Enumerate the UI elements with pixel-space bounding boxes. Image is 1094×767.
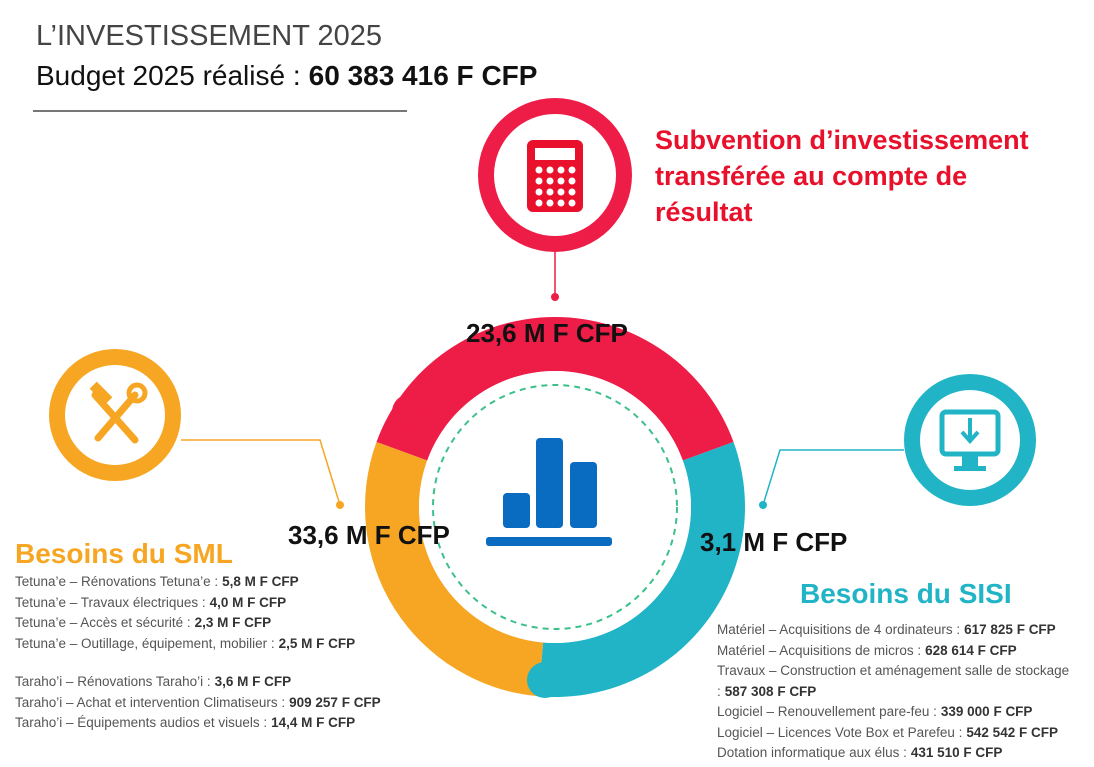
item-label: Matériel – Acquisitions de 4 ordinateurs…: [717, 622, 961, 637]
connector-right: [762, 449, 904, 506]
item-amount: 339 000 F CFP: [940, 704, 1033, 719]
calculator-key: [557, 199, 565, 207]
item-amount: 431 510 F CFP: [910, 745, 1003, 760]
list-item: Tetuna’e – Rénovations Tetuna’e :5,8 M F…: [15, 572, 381, 593]
calculator-key: [535, 188, 543, 196]
calculator-key: [546, 188, 554, 196]
calculator-key: [546, 199, 554, 207]
item-amount: 909 257 F CFP: [289, 694, 381, 710]
list-item: Travaux – Construction et aménagement sa…: [717, 661, 1094, 702]
item-amount: 617 825 F CFP: [964, 622, 1056, 637]
list-item: Dotation informatique aux élus :431 510 …: [717, 743, 1094, 764]
calculator-key: [546, 177, 554, 185]
ring-red: [376, 316, 734, 461]
icon-bar: [503, 493, 530, 528]
list-item: Taraho’i – Équipements audios et visuels…: [15, 713, 381, 734]
item-label: Travaux – Construction et aménagement sa…: [717, 663, 1070, 699]
knob-red: [682, 414, 718, 450]
group-gap: [15, 654, 381, 672]
calculator-key: [535, 177, 543, 185]
title: L’INVESTISSEMENT 2025: [36, 20, 383, 52]
knob-red: [392, 394, 428, 430]
calculator-key: [568, 166, 576, 174]
list-item: Logiciel – Licences Vote Box et Parefeu …: [717, 723, 1094, 744]
calculator-key: [535, 166, 543, 174]
item-label: Tetuna’e – Accès et sécurité :: [15, 615, 191, 630]
dashed-ring: [432, 384, 678, 630]
calculator-key: [557, 177, 565, 185]
connector-dot: [759, 501, 767, 509]
list-item: Matériel – Acquisitions de 4 ordinateurs…: [717, 620, 1094, 641]
calculator-key: [535, 199, 543, 207]
item-label: Tetuna’e – Outillage, équipement, mobili…: [15, 635, 275, 651]
top-title-line: transférée au compte de: [655, 161, 968, 191]
total: 60 383 416 F CFP: [308, 60, 538, 91]
calculator-key: [568, 177, 576, 185]
calculator-key: [557, 188, 565, 196]
list-item: Taraho’i – Rénovations Taraho’i :3,6 M F…: [15, 672, 381, 693]
connector-left: [181, 439, 341, 506]
item-label: Taraho’i – Rénovations Taraho’i :: [15, 674, 211, 689]
item-label: Dotation informatique aux élus :: [717, 745, 907, 760]
ring-teal: [538, 442, 746, 697]
monitor-stand: [962, 456, 978, 466]
monitor-foot: [954, 466, 986, 471]
top-title: Subvention d’investissement transférée au…: [655, 122, 1029, 230]
tool-wrench: [94, 391, 139, 442]
item-amount: 587 308 F CFP: [724, 683, 817, 699]
subtitle: Budget 2025 réalisé :60 383 416 F CFP: [36, 60, 537, 92]
left-title: Besoins du SML: [15, 538, 233, 569]
item-amount: 3,6 M F CFP: [214, 674, 292, 689]
monitor: [939, 409, 1001, 457]
download-arrow: [960, 418, 980, 445]
tool-head: [89, 381, 113, 405]
left-amount: 33,6 M F CFP: [288, 520, 450, 550]
list-item: Matériel – Acquisitions de micros :628 6…: [717, 641, 1094, 662]
item-amount: 2,5 M F CFP: [278, 635, 356, 651]
left-list: Tetuna’e – Rénovations Tetuna’e :5,8 M F…: [15, 572, 381, 734]
item-amount: 542 542 F CFP: [966, 724, 1058, 740]
item-label: Taraho’i – Équipements audios et visuels…: [15, 715, 268, 730]
connector-dot: [336, 501, 344, 509]
calculator-key: [546, 166, 554, 174]
list-item: Taraho’i – Achat et intervention Climati…: [15, 693, 381, 714]
list-item: Tetuna’e – Travaux électriques :4,0 M F …: [15, 593, 381, 614]
item-label: Taraho’i – Achat et intervention Climati…: [15, 694, 286, 710]
icon-bar: [570, 462, 597, 528]
top-title-line: résultat: [655, 197, 753, 227]
item-amount: 14,4 M F CFP: [271, 715, 356, 730]
item-label: Logiciel – Licences Vote Box et Parefeu …: [717, 724, 963, 740]
item-label: Tetuna’e – Travaux électriques :: [15, 594, 206, 610]
top-title-line: Subvention d’investissement: [655, 125, 1029, 155]
item-label: Tetuna’e – Rénovations Tetuna’e :: [15, 574, 219, 589]
item-amount: 2,3 M F CFP: [194, 615, 272, 630]
item-label: Matériel – Acquisitions de micros :: [717, 642, 922, 658]
calculator-key: [568, 199, 576, 207]
item-label: Logiciel – Renouvellement pare-feu :: [717, 704, 937, 719]
list-item: Tetuna’e – Accès et sécurité :2,3 M F CF…: [15, 613, 381, 634]
connector-dot: [551, 293, 559, 301]
ring-orange: [365, 442, 544, 697]
icon-base: [486, 537, 612, 546]
calculator-key: [557, 166, 565, 174]
right-list: Matériel – Acquisitions de 4 ordinateurs…: [717, 620, 1094, 764]
knob-teal: [527, 662, 563, 698]
right-title: Besoins du SISI: [800, 578, 1012, 609]
calculator-screen: [535, 148, 575, 160]
calculator-key: [568, 188, 576, 196]
list-item: Logiciel – Renouvellement pare-feu :339 …: [717, 702, 1094, 723]
icon-bar: [536, 438, 563, 528]
subtitle-text: Budget 2025 réalisé :: [36, 60, 301, 91]
list-item: Tetuna’e – Outillage, équipement, mobili…: [15, 634, 381, 655]
item-amount: 4,0 M F CFP: [209, 594, 287, 610]
item-amount: 5,8 M F CFP: [222, 574, 299, 589]
right-amount: 3,1 M F CFP: [700, 527, 848, 557]
item-amount: 628 614 F CFP: [925, 642, 1017, 658]
top-amount: 23,6 M F CFP: [466, 318, 628, 348]
tool-jaw: [126, 382, 148, 404]
